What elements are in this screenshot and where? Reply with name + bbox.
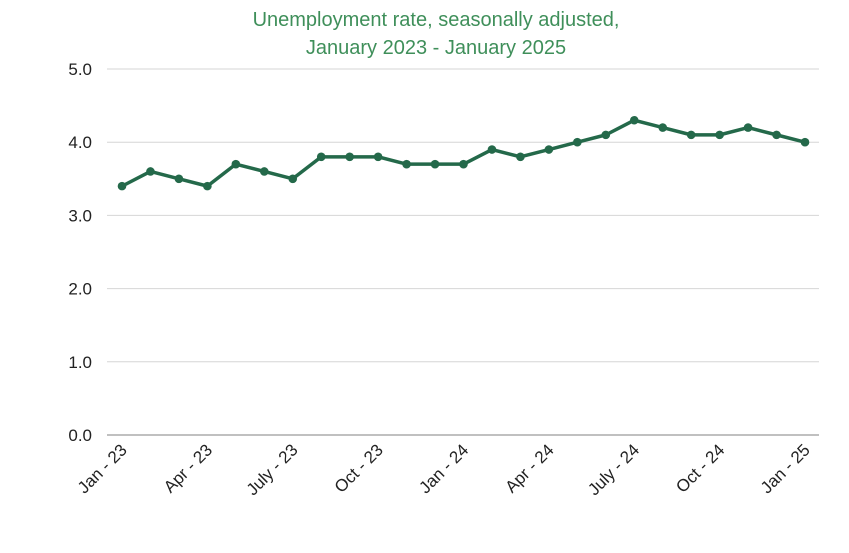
- data-point: [658, 123, 668, 132]
- series-unemployment-rate: [117, 115, 810, 191]
- data-point: [487, 145, 497, 154]
- data-point: [573, 137, 582, 147]
- chart-title: Unemployment rate, seasonally adjusted,: [253, 9, 620, 31]
- data-point: [316, 152, 326, 162]
- data-point: [800, 137, 810, 147]
- y-tick-label: 2.0: [68, 280, 92, 299]
- x-tick-label: Jan - 24: [415, 440, 472, 497]
- data-point: [459, 159, 468, 169]
- x-tick-label: July - 24: [584, 440, 643, 499]
- data-point: [715, 130, 724, 140]
- data-point: [203, 181, 212, 191]
- data-point: [259, 167, 269, 176]
- data-point: [544, 145, 554, 154]
- x-tick-label: Jan - 23: [74, 440, 131, 497]
- y-axis-ticks: 0.0 1.0 2.0 3.0 4.0 5.0: [68, 60, 92, 445]
- x-axis-ticks: Jan - 23 Apr - 23 July - 23 Oct - 23 Jan - 2…: [74, 440, 814, 499]
- y-tick-label: 1.0: [68, 353, 92, 372]
- data-point: [629, 115, 639, 125]
- y-tick-label: 5.0: [68, 60, 92, 79]
- data-point: [174, 174, 184, 184]
- data-point: [686, 130, 696, 140]
- x-tick-label: Apr - 24: [501, 440, 557, 496]
- data-point: [516, 152, 525, 162]
- gridlines: [107, 68, 819, 363]
- chart-subtitle: January 2023 - January 2025: [306, 37, 566, 59]
- data-point: [402, 159, 411, 169]
- x-tick-label: Oct - 24: [672, 440, 728, 496]
- data-point: [117, 181, 127, 191]
- data-point: [373, 152, 383, 162]
- data-point: [146, 167, 155, 176]
- x-tick-label: Jan - 25: [757, 440, 814, 497]
- data-point: [743, 123, 753, 132]
- y-tick-label: 4.0: [68, 133, 92, 152]
- y-tick-label: 0.0: [68, 426, 92, 445]
- y-tick-label: 3.0: [68, 206, 92, 225]
- x-tick-label: Apr - 23: [160, 440, 216, 496]
- x-tick-label: Oct - 23: [331, 440, 387, 496]
- data-point: [345, 152, 354, 162]
- data-point: [601, 130, 611, 140]
- x-tick-label: July - 23: [243, 440, 302, 499]
- data-point: [231, 159, 241, 169]
- data-point: [772, 130, 781, 140]
- series-line: [120, 118, 807, 188]
- data-point: [288, 174, 298, 184]
- data-point: [430, 159, 440, 169]
